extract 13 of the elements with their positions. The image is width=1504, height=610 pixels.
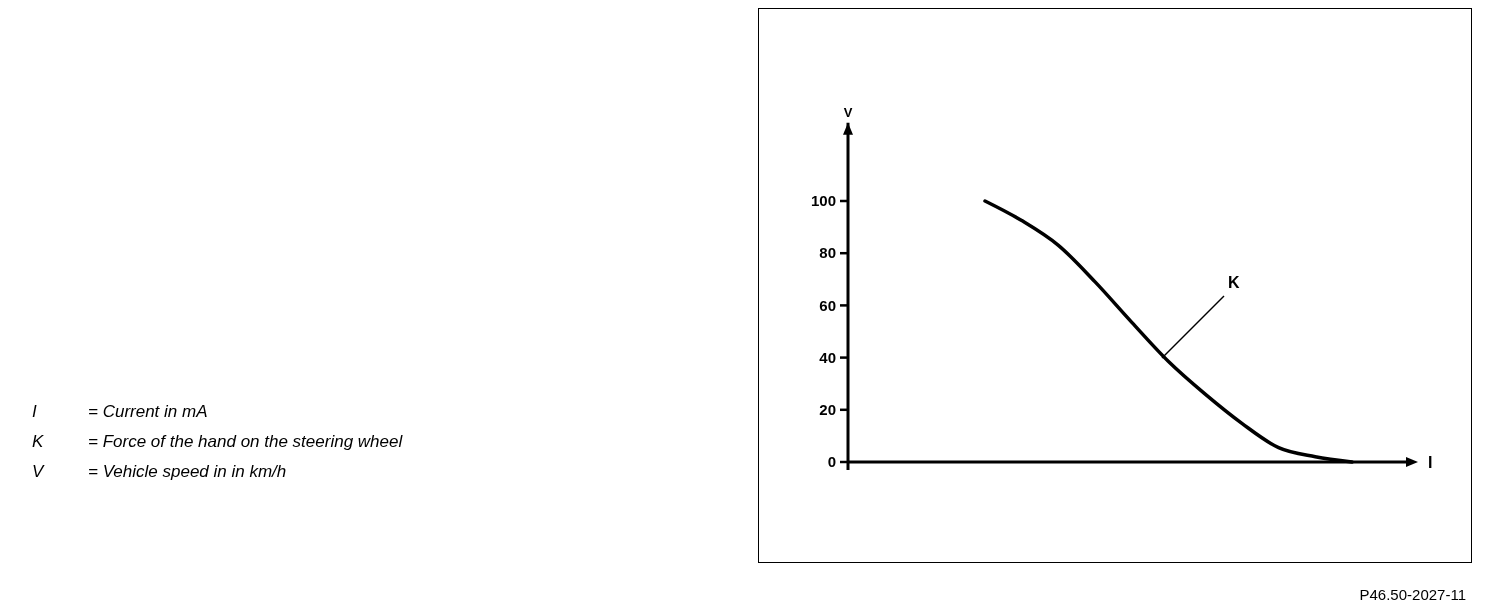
x-axis-title: I [1428,453,1433,471]
text: K = Force of the hand on the steering wheel [32,432,403,451]
y-tick-label: 20 [819,401,836,419]
text: P46.50-2027-11 [1359,586,1466,603]
y-axis-title: V [843,104,853,120]
y-tick-label: 40 [819,348,836,366]
y-tick-label: 100 [810,192,836,210]
text: V = Vehicle speed in in km/h [32,462,287,481]
y-tick-label: 80 [819,244,836,262]
annotation: K [1228,274,1240,291]
text: I = Current in mA [32,402,208,421]
y-tick-label: 60 [819,296,836,314]
y-tick-label: 0 [827,453,836,471]
